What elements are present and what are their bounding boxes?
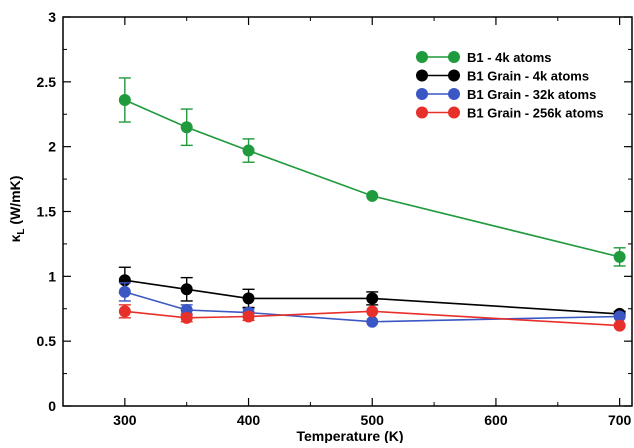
y-tick-label: 2 [48, 139, 56, 155]
y-axis-title: κL (W/mK) [7, 176, 27, 243]
y-axis-title-main: κ [7, 234, 23, 242]
y-tick-label: 1 [48, 268, 56, 284]
x-tick-label: 300 [113, 412, 137, 428]
data-point [613, 250, 626, 263]
data-point [118, 285, 131, 298]
series-layer [118, 77, 626, 332]
data-point [366, 305, 379, 318]
legend-marker [448, 88, 460, 100]
data-point [366, 292, 379, 305]
y-tick-label: 3 [48, 9, 56, 25]
legend-item: B1 Grain - 256k atoms [416, 106, 604, 121]
series-1 [118, 77, 626, 267]
series-line [124, 99, 620, 258]
y-tick-label: 0.5 [37, 333, 57, 349]
legend-marker [416, 51, 428, 63]
legend: B1 - 4k atoms B1 Grain - 4k atoms B1 Grain… [416, 50, 604, 121]
series-4 [118, 304, 626, 332]
legend-label: B1 Grain - 4k atoms [467, 69, 589, 84]
y-tick-label: 1.5 [37, 204, 57, 220]
data-point [180, 283, 193, 296]
y-axis-title-unit: (W/mK) [7, 176, 23, 229]
x-axis-title: Temperature (K) [296, 428, 403, 443]
legend-marker [416, 106, 428, 119]
x-tick-label: 500 [361, 412, 385, 428]
data-point [180, 311, 193, 324]
legend-marker [416, 69, 428, 82]
y-tick-label: 0 [48, 398, 56, 414]
legend-marker [448, 69, 460, 82]
legend-label: B1 Grain - 256k atoms [467, 106, 604, 121]
x-tick-label: 600 [484, 412, 508, 428]
data-point [242, 144, 255, 157]
legend-label: B1 - 4k atoms [467, 50, 552, 65]
legend-marker [448, 106, 460, 119]
legend-label: B1 Grain - 32k atoms [467, 87, 596, 102]
y-tick-label: 2.5 [37, 74, 57, 90]
x-tick-label: 400 [237, 412, 261, 428]
data-point [180, 121, 193, 134]
y-axis-title-sub: L [16, 228, 27, 234]
data-point [242, 292, 255, 305]
legend-marker [448, 51, 460, 63]
data-point [118, 305, 131, 318]
data-point [366, 315, 379, 328]
legend-item: B1 - 4k atoms [416, 50, 552, 65]
data-point [118, 93, 131, 106]
x-tick-label: 700 [608, 412, 632, 428]
data-point [366, 189, 379, 202]
legend-item: B1 Grain - 32k atoms [416, 87, 596, 102]
axes: 0 0.5 1 1.5 2 2.5 3 300 400 500 600 700 [37, 9, 633, 428]
data-point [242, 310, 255, 323]
data-point [613, 319, 626, 332]
legend-marker [416, 88, 428, 100]
data-point [613, 310, 626, 323]
legend-item: B1 Grain - 4k atoms [416, 69, 589, 84]
